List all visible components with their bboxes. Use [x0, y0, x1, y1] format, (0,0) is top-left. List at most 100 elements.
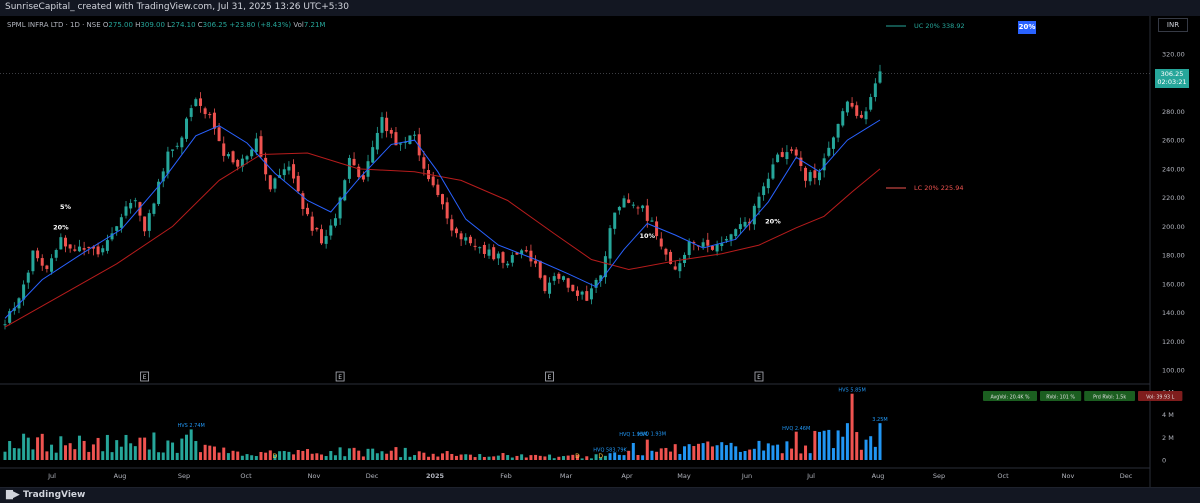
candle-body[interactable] [743, 221, 747, 227]
candle-body[interactable] [641, 205, 645, 209]
candle-body[interactable] [636, 207, 640, 209]
candle-body[interactable] [3, 324, 7, 326]
candle-body[interactable] [110, 233, 114, 240]
candle-body[interactable] [101, 248, 105, 253]
candle-body[interactable] [710, 245, 714, 250]
candle-body[interactable] [343, 180, 347, 201]
candle-body[interactable] [138, 202, 142, 216]
dividend-marker[interactable]: D [273, 453, 278, 460]
candle-body[interactable] [26, 272, 30, 283]
candle-body[interactable] [506, 263, 510, 266]
candle-body[interactable] [724, 238, 728, 241]
candle-body[interactable] [468, 236, 472, 244]
candle-body[interactable] [189, 108, 193, 117]
candle-body[interactable] [706, 239, 710, 246]
candle-body[interactable] [231, 151, 235, 163]
candle-body[interactable] [180, 137, 184, 148]
dividend-marker[interactable]: D [598, 453, 603, 460]
candle-body[interactable] [194, 99, 198, 107]
candle-body[interactable] [799, 157, 803, 166]
candle-body[interactable] [562, 276, 566, 280]
candle-body[interactable] [296, 175, 300, 192]
candle-body[interactable] [198, 98, 202, 106]
candle-body[interactable] [68, 244, 72, 249]
candle-body[interactable] [250, 149, 254, 157]
candle-body[interactable] [236, 160, 240, 167]
candle-body[interactable] [678, 263, 682, 272]
candle-body[interactable] [762, 186, 766, 196]
candle-body[interactable] [50, 258, 54, 272]
candle-body[interactable] [385, 117, 389, 132]
candle-body[interactable] [827, 147, 831, 156]
candle-body[interactable] [738, 224, 742, 230]
candle-body[interactable] [245, 156, 249, 160]
candle-body[interactable] [869, 97, 873, 110]
candle-body[interactable] [822, 158, 826, 171]
candle-body[interactable] [389, 129, 393, 134]
candle-body[interactable] [185, 118, 189, 139]
candle-body[interactable] [371, 147, 375, 163]
candle-body[interactable] [59, 237, 63, 250]
candle-body[interactable] [659, 238, 663, 247]
candle-body[interactable] [845, 101, 849, 113]
candle-body[interactable] [534, 260, 538, 264]
candle-body[interactable] [766, 178, 770, 189]
candle-body[interactable] [208, 114, 212, 116]
candle-body[interactable] [287, 166, 291, 171]
candle-body[interactable] [394, 132, 398, 146]
candle-body[interactable] [422, 157, 426, 169]
candle-body[interactable] [254, 138, 258, 152]
candle-body[interactable] [380, 117, 384, 133]
candle-body[interactable] [496, 253, 500, 259]
candle-body[interactable] [790, 149, 794, 151]
candle-body[interactable] [771, 164, 775, 179]
candle-body[interactable] [524, 250, 528, 252]
candle-body[interactable] [720, 243, 724, 247]
candle-body[interactable] [580, 291, 584, 295]
candle-body[interactable] [352, 158, 356, 166]
candle-body[interactable] [622, 198, 626, 208]
candle-body[interactable] [669, 251, 673, 264]
candle-body[interactable] [589, 288, 593, 300]
candle-body[interactable] [655, 221, 659, 237]
candle-body[interactable] [319, 229, 323, 244]
candle-body[interactable] [552, 276, 556, 281]
candle-body[interactable] [482, 244, 486, 254]
candle-body[interactable] [855, 105, 859, 116]
candle-body[interactable] [166, 151, 170, 174]
currency-selector[interactable]: INR [1158, 18, 1188, 32]
candle-body[interactable] [631, 204, 635, 206]
candle-body[interactable] [859, 114, 863, 118]
candle-body[interactable] [45, 265, 49, 269]
candle-body[interactable] [687, 241, 691, 256]
candle-body[interactable] [673, 266, 677, 270]
candle-body[interactable] [794, 149, 798, 156]
candle-body[interactable] [776, 154, 780, 163]
candle-body[interactable] [445, 202, 449, 219]
candle-body[interactable] [282, 169, 286, 176]
candle-body[interactable] [831, 137, 835, 149]
candle-body[interactable] [54, 250, 58, 258]
candle-body[interactable] [268, 175, 272, 190]
candle-body[interactable] [645, 205, 649, 221]
candle-body[interactable] [548, 282, 552, 294]
earnings-marker[interactable] [140, 371, 150, 382]
candle-body[interactable] [487, 249, 491, 256]
candle-body[interactable] [752, 205, 756, 225]
candle-body[interactable] [115, 226, 119, 231]
candle-body[interactable] [734, 229, 738, 237]
candle-body[interactable] [361, 175, 365, 180]
candle-body[interactable] [315, 227, 319, 230]
tradingview-logo[interactable]: ▇▶ TradingView [6, 490, 86, 500]
candle-body[interactable] [841, 111, 845, 126]
candle-body[interactable] [692, 242, 696, 244]
candle-body[interactable] [292, 164, 296, 179]
candle-body[interactable] [413, 134, 417, 136]
candle-body[interactable] [175, 145, 179, 147]
candle-body[interactable] [124, 206, 128, 216]
candle-body[interactable] [403, 141, 407, 143]
candle-body[interactable] [259, 136, 263, 157]
candle-body[interactable] [571, 284, 575, 292]
candle-body[interactable] [31, 250, 35, 272]
